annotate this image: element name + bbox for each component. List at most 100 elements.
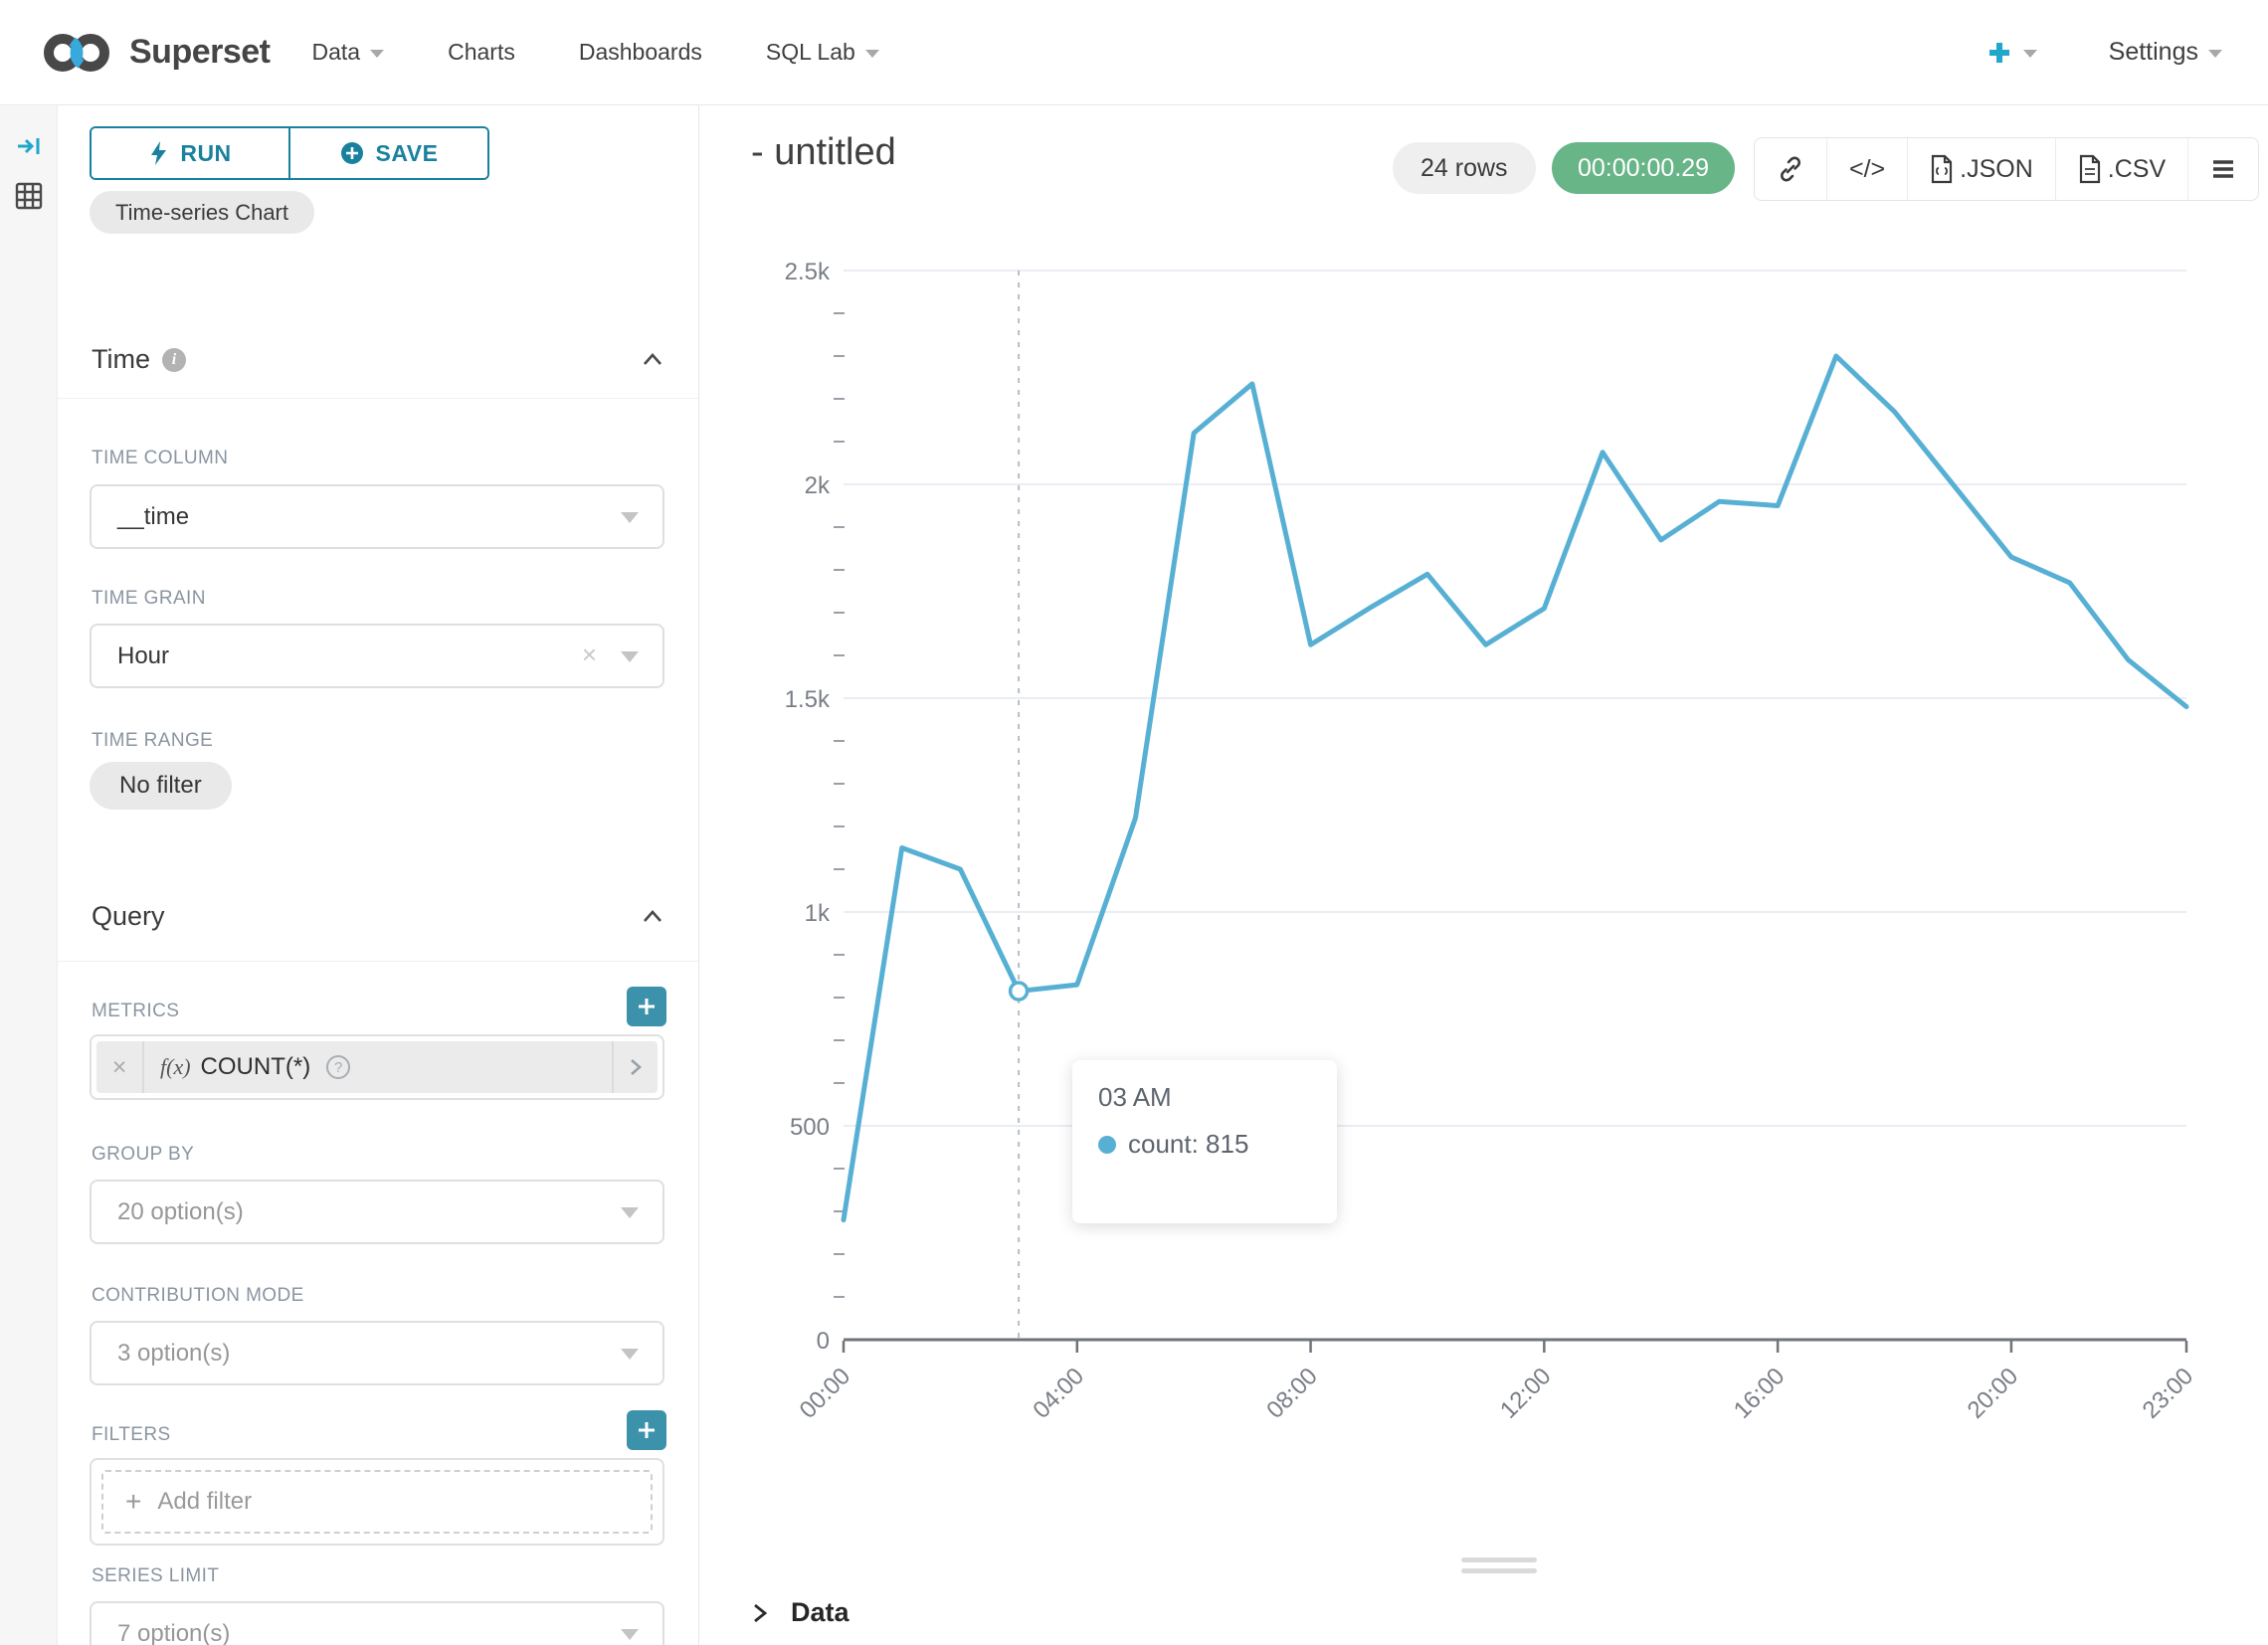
code-icon: </>: [1849, 154, 1886, 183]
metric-value[interactable]: f(x) COUNT(*) ?: [144, 1041, 612, 1093]
copy-link-button[interactable]: [1755, 138, 1827, 200]
data-panel-label: Data: [791, 1597, 850, 1627]
caret-down-icon: [621, 1206, 639, 1218]
chevron-up-icon: [644, 352, 662, 365]
metrics-label: METRICS: [92, 1001, 180, 1021]
viz-type-pill[interactable]: Time-series Chart: [90, 191, 314, 234]
superset-infinity-icon: [44, 33, 109, 72]
main-area: - untitled 24 rows 00:00:00.29 </> .JSON: [699, 105, 2268, 1645]
remove-metric-icon[interactable]: ×: [96, 1041, 144, 1093]
dataset-panel-button[interactable]: [0, 171, 58, 221]
filters-label: FILTERS: [92, 1424, 171, 1445]
svg-text:500: 500: [790, 1114, 830, 1141]
table-grid-icon: [15, 182, 43, 210]
svg-text:12:00: 12:00: [1495, 1363, 1557, 1424]
series-dot-icon: [1098, 1135, 1116, 1154]
tooltip-value: count: 815: [1128, 1129, 1249, 1159]
timer-badge: 00:00:00.29: [1552, 142, 1736, 194]
chevron-down-icon: [2022, 50, 2037, 58]
svg-text:1k: 1k: [805, 900, 831, 927]
timeseries-line-chart[interactable]: 0 500 1k 1.5k 2k 2.5k 00:00 04:00 08:00 12:00 16:0…: [699, 239, 2268, 1472]
svg-text:2k: 2k: [805, 472, 831, 499]
contribution-mode-label: CONTRIBUTION MODE: [92, 1285, 304, 1306]
svg-text:16:00: 16:00: [1729, 1363, 1791, 1424]
nav-item-sql-lab[interactable]: SQL Lab: [766, 39, 879, 66]
chevron-down-icon: [2208, 50, 2222, 58]
time-column-select[interactable]: __time: [90, 484, 664, 549]
control-panel: RUN SAVE Time-series Chart Time i TIME C…: [58, 105, 699, 1645]
save-button[interactable]: SAVE: [290, 128, 487, 178]
nav-item-dashboards[interactable]: Dashboards: [578, 39, 702, 65]
view-query-button[interactable]: </>: [1827, 138, 1909, 200]
nav-item-data[interactable]: Data: [312, 39, 385, 66]
caret-down-icon: [621, 650, 639, 662]
new-item-button[interactable]: [1985, 39, 2037, 67]
query-section-header[interactable]: Query: [92, 901, 665, 932]
time-column-label: TIME COLUMN: [92, 448, 229, 468]
svg-text:1.5k: 1.5k: [785, 686, 831, 713]
svg-text:08:00: 08:00: [1261, 1363, 1323, 1424]
chevron-down-icon: [864, 50, 879, 58]
time-grain-select[interactable]: Hour ×: [90, 624, 664, 688]
svg-text:2.5k: 2.5k: [785, 259, 831, 285]
export-json-button[interactable]: .JSON: [1908, 138, 2056, 200]
contribution-mode-select[interactable]: 3 option(s): [90, 1321, 664, 1385]
tooltip-time: 03 AM: [1098, 1082, 1172, 1112]
chart-title[interactable]: - untitled: [751, 131, 896, 173]
info-icon: i: [162, 347, 186, 372]
svg-text:0: 0: [817, 1328, 830, 1355]
plus-icon: +: [125, 1486, 142, 1517]
navbar: Superset Data Charts Dashboards SQL Lab …: [0, 0, 2268, 105]
time-range-button[interactable]: No filter: [90, 762, 232, 810]
time-range-label: TIME RANGE: [92, 730, 214, 751]
settings-menu[interactable]: Settings: [2109, 38, 2222, 67]
caret-down-icon: [621, 1348, 639, 1360]
metric-pill: × f(x) COUNT(*) ?: [96, 1041, 658, 1093]
rows-badge: 24 rows: [1393, 142, 1536, 194]
help-icon: ?: [326, 1055, 351, 1079]
chevron-down-icon: [370, 50, 385, 58]
caret-down-icon: [621, 511, 639, 523]
left-icon-strip: [0, 105, 58, 1645]
chevron-up-icon: [644, 909, 662, 922]
chart-menu-button[interactable]: [2188, 138, 2258, 200]
export-toolbar: </> .JSON .CSV: [1754, 137, 2260, 201]
nav-menu: Data Charts Dashboards SQL Lab: [312, 39, 943, 66]
csv-file-icon: [2079, 154, 2100, 184]
metric-container: × f(x) COUNT(*) ?: [90, 1034, 664, 1100]
divider: [58, 961, 698, 962]
time-section-title: Time: [92, 344, 150, 374]
expand-metric-icon[interactable]: [612, 1041, 658, 1093]
time-section-header[interactable]: Time i: [92, 344, 665, 375]
clear-icon[interactable]: ×: [581, 639, 597, 669]
link-icon: [1781, 156, 1800, 182]
run-button[interactable]: RUN: [92, 128, 290, 178]
nav-item-charts[interactable]: Charts: [448, 39, 515, 65]
svg-text:04:00: 04:00: [1028, 1363, 1089, 1424]
filters-container: + Add filter: [90, 1458, 664, 1546]
plus-icon: [639, 1422, 655, 1438]
resize-handle[interactable]: [1461, 1557, 1537, 1579]
svg-text:23:00: 23:00: [2138, 1363, 2199, 1424]
json-file-icon: [1932, 154, 1953, 184]
caret-down-icon: [621, 1628, 639, 1640]
plus-icon: [1988, 42, 2009, 63]
collapse-panel-button[interactable]: [0, 121, 58, 171]
chevron-right-icon: [631, 1059, 642, 1075]
lightning-icon: [151, 141, 167, 165]
time-grain-label: TIME GRAIN: [92, 588, 206, 609]
series-limit-label: SERIES LIMIT: [92, 1565, 220, 1586]
chart-tooltip: 03 AM count: 815: [1072, 1060, 1337, 1223]
series-limit-select[interactable]: 7 option(s): [90, 1601, 664, 1645]
add-filter-dropzone[interactable]: + Add filter: [101, 1470, 653, 1534]
chevron-right-icon: [754, 1603, 768, 1622]
data-panel-toggle[interactable]: Data: [751, 1597, 850, 1628]
group-by-select[interactable]: 20 option(s): [90, 1180, 664, 1244]
add-filter-button[interactable]: [627, 1410, 666, 1450]
superset-logo[interactable]: Superset: [36, 30, 271, 76]
group-by-label: GROUP BY: [92, 1144, 195, 1165]
hamburger-menu-icon: [2213, 160, 2234, 178]
query-section-title: Query: [92, 901, 165, 931]
add-metric-button[interactable]: [627, 987, 666, 1026]
export-csv-button[interactable]: .CSV: [2056, 138, 2189, 200]
